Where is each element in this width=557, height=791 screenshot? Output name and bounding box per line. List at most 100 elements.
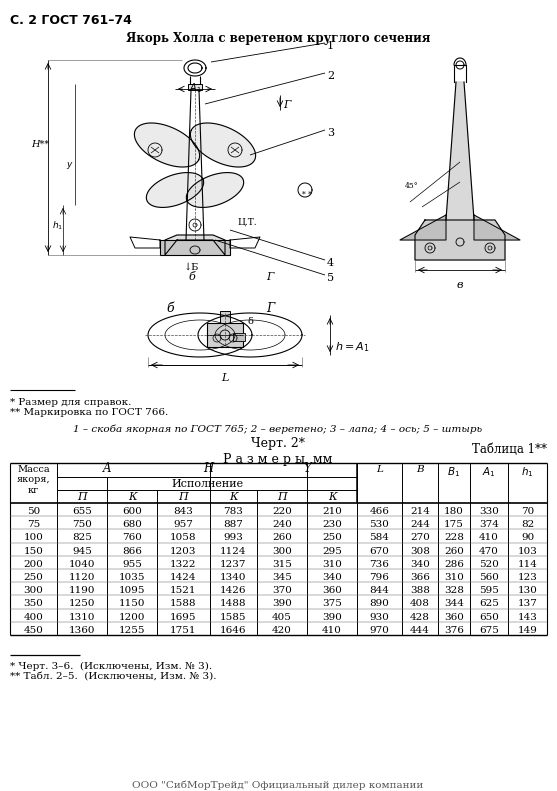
- Text: B: B: [416, 465, 424, 474]
- Text: П: П: [277, 492, 287, 502]
- Text: 1340: 1340: [220, 573, 247, 582]
- Text: 410: 410: [479, 533, 499, 543]
- Text: 1310: 1310: [69, 613, 95, 622]
- Text: 450: 450: [23, 626, 43, 635]
- Text: A: A: [102, 461, 111, 475]
- Text: 250: 250: [23, 573, 43, 582]
- Text: 1120: 1120: [69, 573, 95, 582]
- Text: 530: 530: [369, 520, 389, 529]
- Text: 1237: 1237: [220, 560, 247, 569]
- Text: 970: 970: [369, 626, 389, 635]
- Text: 1585: 1585: [220, 613, 247, 622]
- Text: 1521: 1521: [170, 586, 197, 596]
- Text: 1424: 1424: [170, 573, 197, 582]
- Text: 1095: 1095: [119, 586, 145, 596]
- Text: 670: 670: [369, 547, 389, 556]
- Text: 286: 286: [444, 560, 464, 569]
- Text: 230: 230: [322, 520, 342, 529]
- Text: 270: 270: [410, 533, 430, 543]
- Text: Ц.Т.: Ц.Т.: [237, 217, 257, 226]
- Text: 70: 70: [521, 507, 534, 516]
- Text: 595: 595: [479, 586, 499, 596]
- Bar: [160, 240, 230, 255]
- Text: 214: 214: [410, 507, 430, 516]
- Text: 957: 957: [174, 520, 193, 529]
- Text: 360: 360: [322, 586, 342, 596]
- Text: 175: 175: [444, 520, 464, 529]
- Text: Якорь Холла с веретеном круглого сечения: Якорь Холла с веретеном круглого сечения: [126, 32, 430, 45]
- Text: 150: 150: [23, 547, 43, 556]
- Text: К: К: [229, 492, 238, 502]
- Text: Г: Г: [266, 272, 273, 282]
- Text: 420: 420: [272, 626, 292, 635]
- Text: $h_1$: $h_1$: [521, 465, 534, 479]
- Text: 200: 200: [23, 560, 43, 569]
- Text: 1203: 1203: [170, 547, 197, 556]
- Text: 374: 374: [479, 520, 499, 529]
- Text: 5: 5: [327, 273, 334, 283]
- Text: 680: 680: [122, 520, 142, 529]
- Text: 1058: 1058: [170, 533, 197, 543]
- Bar: [207, 323, 243, 347]
- Text: 340: 340: [322, 573, 342, 582]
- Text: 955: 955: [122, 560, 142, 569]
- Text: 260: 260: [272, 533, 292, 543]
- Text: * Черт. 3–6.  (Исключены, Изм. № 3).: * Черт. 3–6. (Исключены, Изм. № 3).: [10, 662, 212, 671]
- Text: 390: 390: [322, 613, 342, 622]
- Text: К: К: [328, 492, 336, 502]
- Bar: [233, 333, 245, 341]
- Text: 3: 3: [327, 128, 334, 138]
- Text: 1255: 1255: [119, 626, 145, 635]
- Polygon shape: [190, 123, 256, 167]
- Polygon shape: [134, 123, 199, 167]
- Text: $h_1$: $h_1$: [52, 220, 63, 233]
- Text: ООО "СибМорТрейд" Официальный дилер компании: ООО "СибМорТрейд" Официальный дилер комп…: [133, 781, 424, 790]
- Text: 655: 655: [72, 507, 92, 516]
- Text: 843: 843: [174, 507, 193, 516]
- Text: 300: 300: [23, 586, 43, 596]
- Text: К: К: [128, 492, 136, 502]
- Text: С. 2 ГОСТ 761–74: С. 2 ГОСТ 761–74: [10, 14, 132, 27]
- Text: 1035: 1035: [119, 573, 145, 582]
- Text: 1426: 1426: [220, 586, 247, 596]
- Text: 100: 100: [23, 533, 43, 543]
- Text: 344: 344: [444, 600, 464, 608]
- Text: 560: 560: [479, 573, 499, 582]
- Text: 210: 210: [322, 507, 342, 516]
- Text: 1695: 1695: [170, 613, 197, 622]
- Text: 1360: 1360: [69, 626, 95, 635]
- Text: 45°: 45°: [405, 182, 419, 190]
- Text: 1150: 1150: [119, 600, 145, 608]
- Text: П: П: [77, 492, 87, 502]
- Text: 315: 315: [272, 560, 292, 569]
- Text: 675: 675: [479, 626, 499, 635]
- Text: 887: 887: [223, 520, 243, 529]
- Text: 310: 310: [444, 573, 464, 582]
- Text: 310: 310: [322, 560, 342, 569]
- Text: 1 – скоба якорная по ГОСТ 765; 2 – веретено; 3 – лапа; 4 – ось; 5 – штырь: 1 – скоба якорная по ГОСТ 765; 2 – верет…: [74, 424, 482, 433]
- Text: 350: 350: [23, 600, 43, 608]
- Text: 345: 345: [272, 573, 292, 582]
- Text: H**: H**: [31, 140, 49, 149]
- Text: 114: 114: [517, 560, 538, 569]
- Text: 400: 400: [23, 613, 43, 622]
- Text: 340: 340: [410, 560, 430, 569]
- Text: 405: 405: [272, 613, 292, 622]
- Polygon shape: [400, 215, 446, 240]
- Text: δ: δ: [247, 317, 253, 326]
- Text: ** Табл. 2–5.  (Исключены, Изм. № 3).: ** Табл. 2–5. (Исключены, Изм. № 3).: [10, 672, 217, 681]
- Text: 330: 330: [479, 507, 499, 516]
- Polygon shape: [474, 215, 520, 240]
- Text: 890: 890: [369, 600, 389, 608]
- Text: 444: 444: [410, 626, 430, 635]
- Text: 844: 844: [369, 586, 389, 596]
- Text: 75: 75: [27, 520, 40, 529]
- Text: б: б: [166, 302, 174, 315]
- Polygon shape: [146, 172, 204, 207]
- Polygon shape: [446, 82, 474, 220]
- Text: * *: * *: [302, 191, 312, 199]
- Text: 244: 244: [410, 520, 430, 529]
- Text: Масса
якоря,
кг: Масса якоря, кг: [17, 465, 50, 495]
- Text: 1250: 1250: [69, 600, 95, 608]
- Text: 584: 584: [369, 533, 389, 543]
